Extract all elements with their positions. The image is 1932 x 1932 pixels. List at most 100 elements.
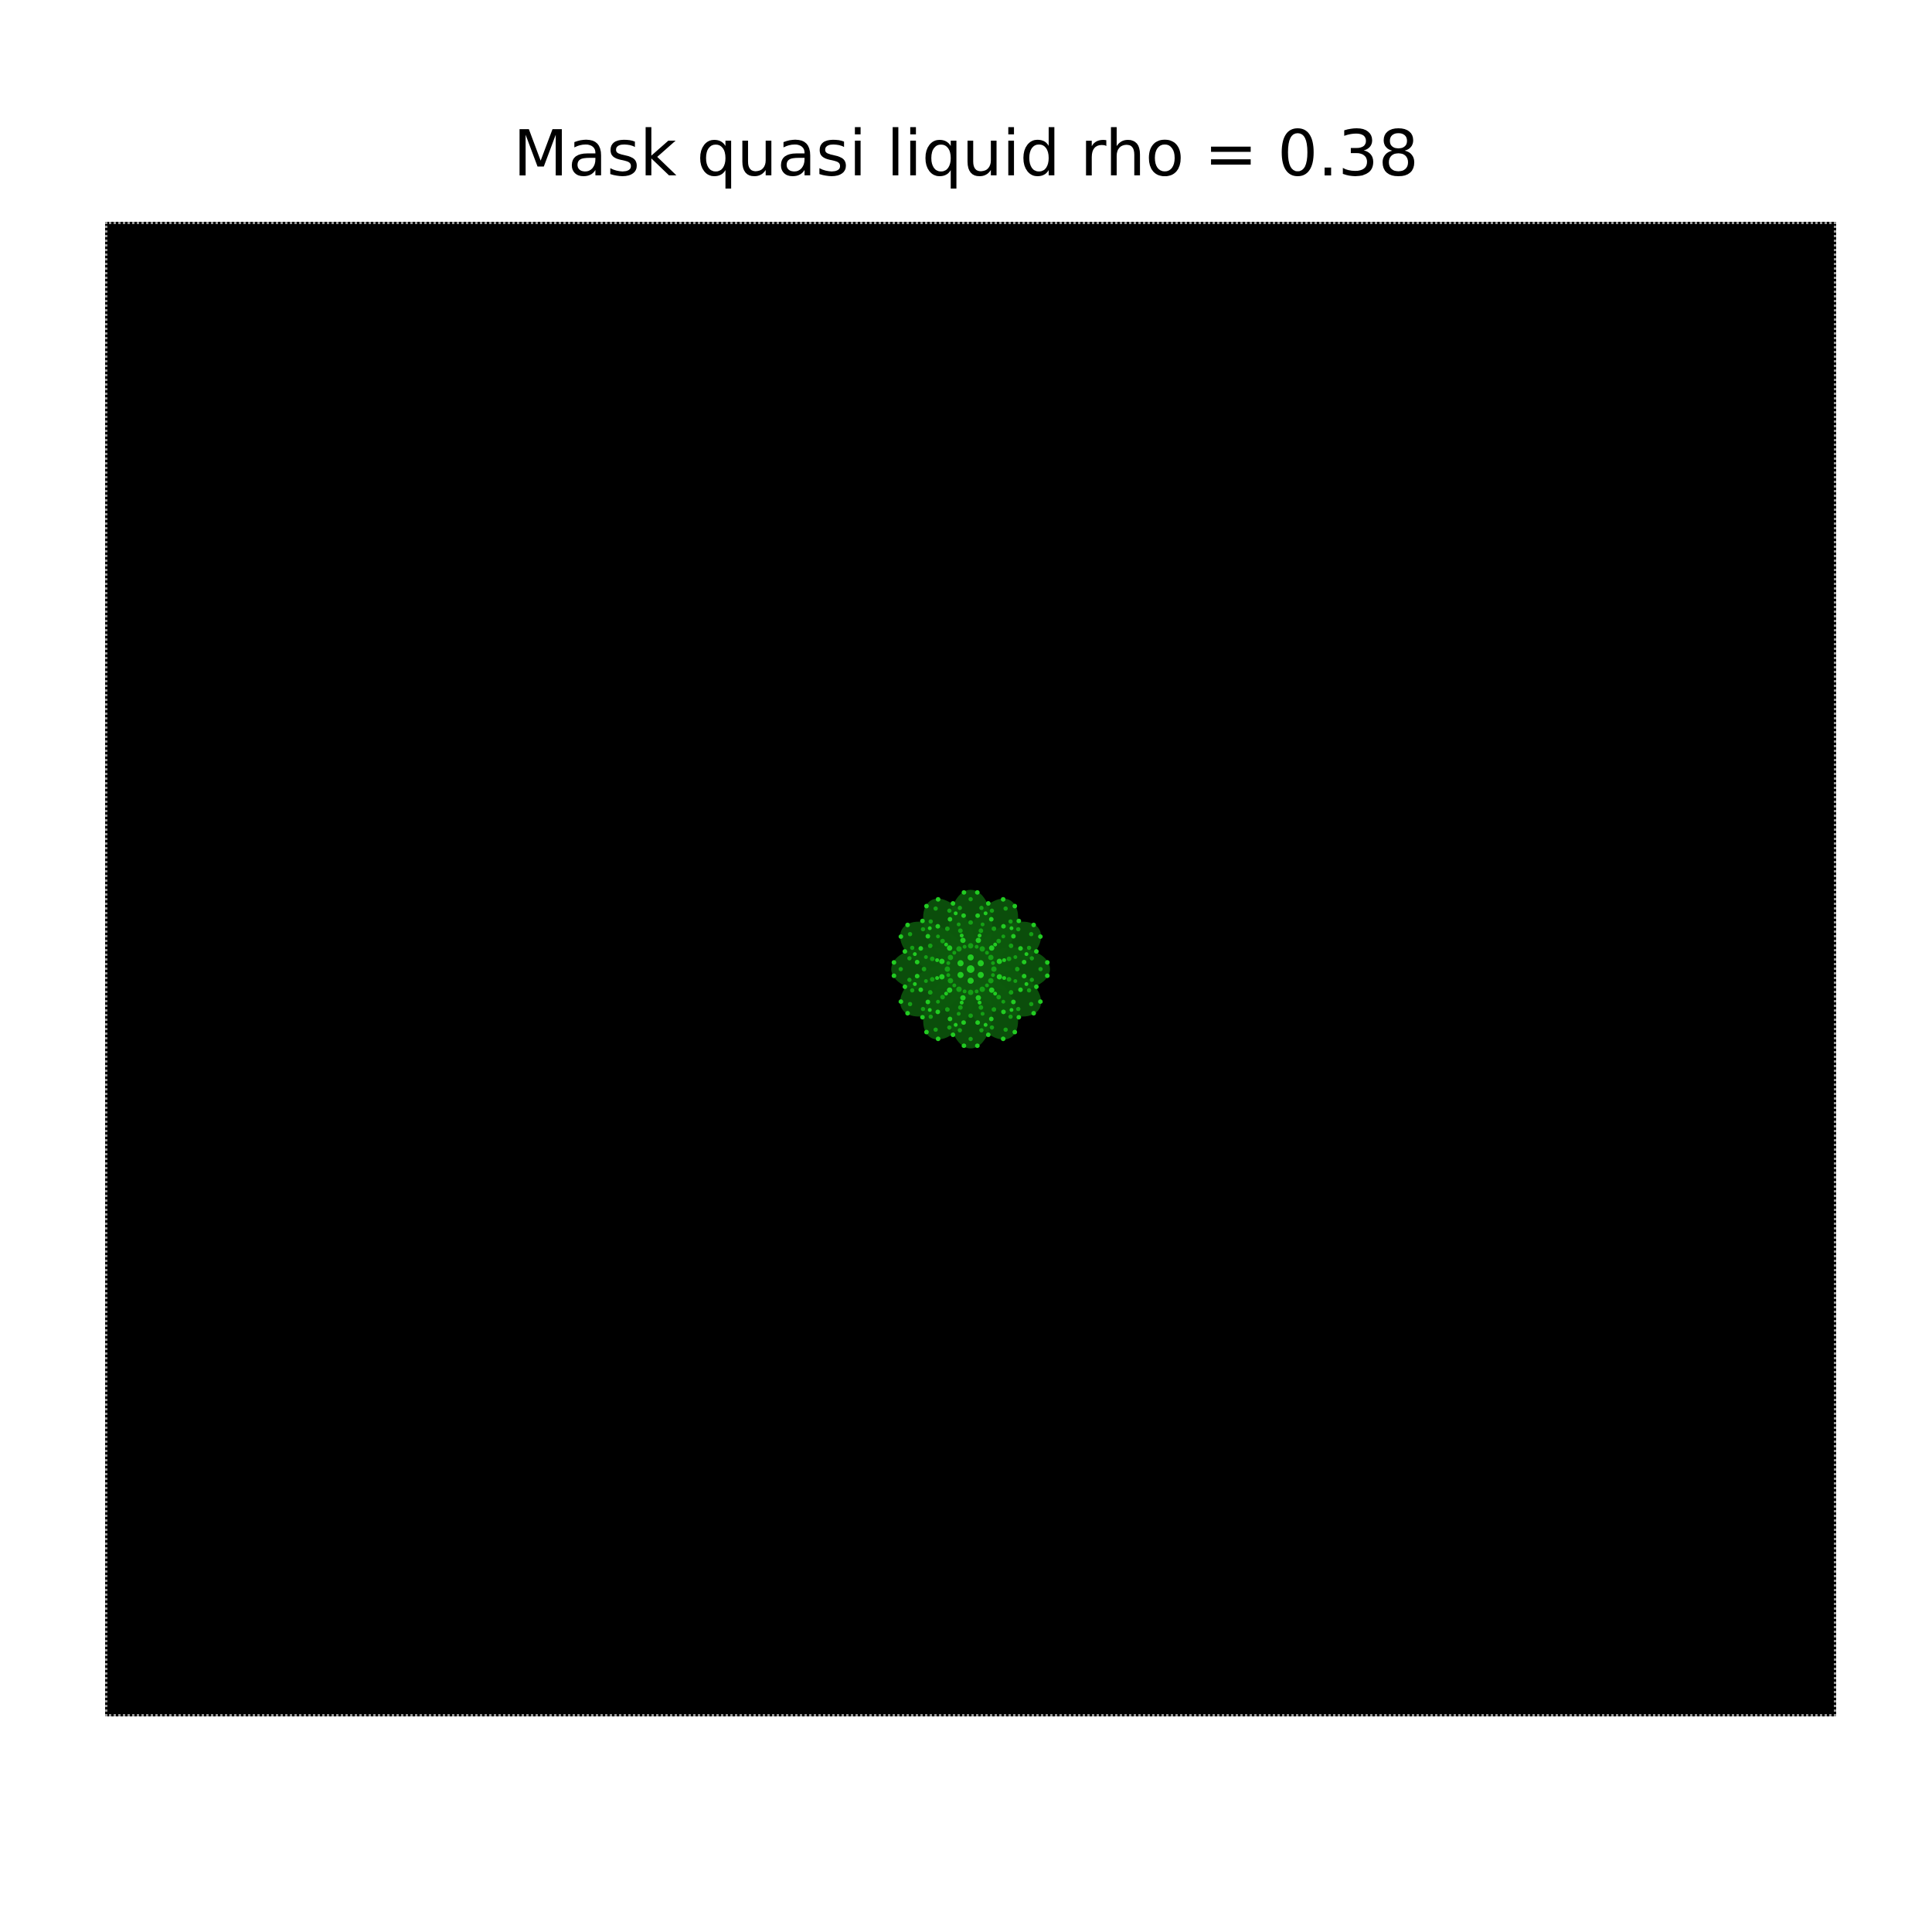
cluster-particle xyxy=(944,942,948,947)
cluster-particle xyxy=(1001,923,1006,929)
cluster-particle xyxy=(1001,1009,1006,1015)
cluster-particle xyxy=(968,1036,973,1042)
cluster-particle xyxy=(978,934,982,938)
cluster-particle xyxy=(1015,1006,1021,1012)
cluster-particle xyxy=(1013,978,1018,983)
cluster-particle xyxy=(960,937,966,944)
cluster-particle xyxy=(891,973,896,978)
cluster-particle xyxy=(1008,919,1013,924)
cluster-particle xyxy=(1038,934,1043,939)
cluster-particle xyxy=(975,1043,980,1049)
cluster-particle xyxy=(1034,949,1039,954)
cluster-particle xyxy=(957,922,961,927)
cluster-particle xyxy=(983,911,988,916)
cluster-particle xyxy=(959,934,964,938)
cluster-particle xyxy=(1001,934,1005,939)
cluster-particle xyxy=(979,906,984,910)
cluster-particle xyxy=(923,903,929,909)
cluster-particle xyxy=(975,944,979,949)
cluster-particle xyxy=(991,973,995,978)
cluster-particle xyxy=(957,1005,963,1010)
cluster-particle xyxy=(996,995,1002,1000)
cluster-particle xyxy=(1026,988,1032,993)
cluster-particle xyxy=(993,992,998,996)
cluster-particle xyxy=(923,978,928,983)
cluster-particle xyxy=(985,983,989,988)
cluster-particle xyxy=(1006,977,1012,982)
cluster-particle xyxy=(1002,957,1006,962)
cluster-particle xyxy=(947,1016,953,1022)
cluster-particle xyxy=(1022,959,1027,964)
cluster-particle xyxy=(1015,967,1020,971)
cluster-particle xyxy=(957,1012,961,1016)
cluster-particle xyxy=(968,896,973,902)
cluster-particle xyxy=(930,956,935,961)
cluster-particle xyxy=(975,937,981,944)
cluster-particle xyxy=(918,987,923,992)
cluster-particle xyxy=(980,1012,985,1016)
cluster-particle xyxy=(979,946,985,952)
cluster-particle xyxy=(936,999,940,1004)
cluster-particle xyxy=(951,900,956,906)
cluster-particle xyxy=(960,995,966,1001)
cluster-particle xyxy=(920,1006,926,1012)
cluster-particle xyxy=(989,1025,995,1030)
cluster-particle xyxy=(939,958,945,964)
cluster-particle xyxy=(968,920,973,925)
cluster-particle xyxy=(983,1022,988,1027)
cluster-particle xyxy=(1012,903,1018,909)
cluster-particle xyxy=(993,942,998,947)
cluster-particle xyxy=(1009,1008,1014,1012)
cluster-particle xyxy=(1015,927,1021,932)
cluster-particle xyxy=(928,919,934,924)
cluster-particle xyxy=(1022,974,1027,979)
cluster-particle xyxy=(927,990,933,995)
cluster-particle xyxy=(996,974,1002,980)
cluster-particle xyxy=(944,926,950,931)
cluster-particle xyxy=(1029,931,1034,937)
cluster-particle xyxy=(1031,1011,1036,1016)
cluster-particle xyxy=(1038,967,1043,971)
cluster-particle xyxy=(988,954,994,961)
cluster-particle xyxy=(1031,922,1036,927)
cluster-particle xyxy=(907,931,913,937)
cluster-particle xyxy=(1003,906,1009,911)
cluster-particle xyxy=(907,956,912,961)
cluster-particle xyxy=(992,1007,997,1012)
cluster-particle xyxy=(988,987,995,993)
cluster-particle xyxy=(1011,934,1016,939)
cluster-particle xyxy=(1001,896,1006,902)
cluster-particle xyxy=(985,1032,991,1038)
cluster-particle xyxy=(1003,1027,1009,1032)
cluster-particle xyxy=(923,1029,929,1035)
cluster-particle xyxy=(951,1032,956,1038)
cluster-particle xyxy=(961,1043,967,1049)
cluster-particle xyxy=(921,967,927,971)
cluster-particle xyxy=(935,923,940,929)
cluster-particle xyxy=(975,913,981,918)
figure-title: Mask quasi liquid rho = 0.38 xyxy=(513,117,1419,191)
cluster-particle xyxy=(913,952,917,957)
cluster-particle xyxy=(962,944,967,949)
cluster-particle xyxy=(935,1036,940,1042)
cluster-particle xyxy=(980,922,985,927)
cluster-particle xyxy=(954,911,958,916)
cluster-particle xyxy=(996,958,1002,964)
cluster-particle xyxy=(898,934,903,939)
cluster-particle xyxy=(1016,1015,1022,1020)
cluster-particle xyxy=(939,974,945,980)
cluster-particle xyxy=(914,974,920,979)
cluster-particle xyxy=(988,1016,994,1022)
cluster-particle xyxy=(936,934,940,939)
cluster-particle xyxy=(935,976,940,981)
cluster-particle xyxy=(935,896,940,902)
cluster-particle xyxy=(978,960,985,967)
cluster-particle xyxy=(902,949,907,954)
cluster-particle xyxy=(954,1022,958,1027)
cluster-particle xyxy=(1024,981,1029,986)
cluster-particle xyxy=(957,906,962,910)
cluster-particle xyxy=(978,928,984,934)
cluster-particle xyxy=(925,934,930,939)
cluster-particle xyxy=(1013,955,1018,960)
cluster-particle xyxy=(902,984,907,989)
